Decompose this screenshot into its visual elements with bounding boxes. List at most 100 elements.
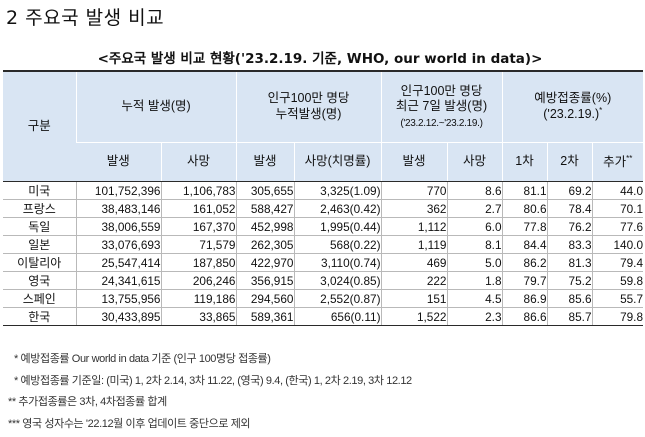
cell-country: 영국: [3, 271, 76, 290]
cell-recent-cases: 1,522: [380, 307, 447, 326]
cell-dose1: 84.4: [501, 235, 548, 254]
cell-cumulative-deaths: 1,106,783: [160, 181, 236, 200]
header-vaccination-mark: *: [599, 106, 603, 116]
cell-recent-deaths: 5.0: [446, 253, 503, 272]
subheader-dose1: 1차: [501, 142, 548, 182]
cell-per-million-cases: 589,361: [235, 307, 294, 326]
header-vaccination-rate: 예방접종률(%) ('23.2.19.)*: [501, 70, 644, 143]
subheader-booster-mark: **: [626, 153, 633, 163]
cell-recent-cases: 362: [380, 199, 447, 218]
subheader-dose2: 2차: [546, 142, 593, 182]
cell-per-million-deaths: 3,110(0.74): [293, 253, 381, 272]
cell-recent-cases: 770: [380, 181, 447, 200]
cell-per-million-cases: 422,970: [235, 253, 294, 272]
cell-booster: 44.0: [591, 181, 644, 200]
header-vaccination-date: ('23.2.19.): [543, 107, 600, 122]
cell-recent-deaths: 2.7: [446, 199, 503, 218]
subheader-recent-deaths: 사망: [446, 142, 503, 182]
cell-per-million-cases: 452,998: [235, 217, 294, 236]
footnote-4: *** 영국 성자수는 '22.12월 이후 업데이트 중단으로 제외: [8, 417, 251, 430]
cell-recent-cases: 1,112: [380, 217, 447, 236]
cell-dose1: 86.9: [501, 289, 548, 308]
cell-per-million-deaths: 2,463(0.42): [293, 199, 381, 218]
cell-dose1: 80.6: [501, 199, 548, 218]
cell-dose1: 81.1: [501, 181, 548, 200]
cell-booster: 140.0: [591, 235, 644, 254]
cell-booster: 79.4: [591, 253, 644, 272]
cell-recent-cases: 1,119: [380, 235, 447, 254]
cell-dose2: 69.2: [546, 181, 593, 200]
cell-per-million-deaths: 656(0.11): [293, 307, 381, 326]
footnotes: * 예방접종률 Our world in data 기준 (인구 100명당 접…: [8, 350, 412, 436]
cell-cumulative-cases: 38,006,559: [75, 217, 161, 236]
cell-cumulative-cases: 101,752,396: [75, 181, 161, 200]
cell-per-million-deaths: 1,995(0.44): [293, 217, 381, 236]
subheader-booster: 추가**: [591, 142, 644, 182]
cell-recent-deaths: 8.6: [446, 181, 503, 200]
cell-recent-cases: 151: [380, 289, 447, 308]
cell-per-million-deaths: 568(0.22): [293, 235, 381, 254]
table-row: 프랑스 38,483,146 161,052 588,427 2,463(0.42) 36…: [3, 199, 644, 218]
table-row: 스페인 13,755,956 119,186 294,560 2,552(0.87) 15…: [3, 289, 644, 308]
cell-recent-deaths: 6.0: [446, 217, 503, 236]
cell-dose2: 85.7: [546, 307, 593, 326]
header-per-million-cumulative: 인구100만 명당 누적발생(명): [235, 70, 381, 143]
cell-booster: 55.7: [591, 289, 644, 308]
cell-recent-deaths: 2.3: [446, 307, 503, 326]
cell-country: 한국: [3, 307, 76, 326]
cell-dose1: 79.7: [501, 271, 548, 290]
cell-dose1: 77.8: [501, 217, 548, 236]
subheader-cum-cases: 발생: [76, 142, 161, 182]
cell-cumulative-cases: 24,341,615: [75, 271, 161, 290]
cell-dose2: 81.3: [546, 253, 593, 272]
subheader-booster-label: 추가: [603, 154, 627, 169]
cell-per-million-cases: 305,655: [235, 181, 294, 200]
footnote-1: * 예방접종률 Our world in data 기준 (인구 100명당 접…: [14, 353, 271, 365]
header-cumulative: 누적 발생(명): [75, 70, 236, 143]
header-row-top: 구분 누적 발생(명) 인구100만 명당 누적발생(명) 인구100만 명당 …: [3, 70, 644, 182]
header-per-million-line1: 인구100만 명당: [267, 91, 350, 106]
table-row: 한국 30,433,895 33,865 589,361 656(0.11) 1,522 2…: [3, 307, 644, 326]
cell-cumulative-cases: 30,433,895: [75, 307, 161, 326]
cell-booster: 77.6: [591, 217, 644, 236]
cell-cumulative-deaths: 206,246: [160, 271, 236, 290]
cell-recent-cases: 469: [380, 253, 447, 272]
table-caption: <주요국 발생 비교 현황('23.2.19. 기준, WHO, our wor…: [97, 51, 543, 67]
cell-dose2: 75.2: [546, 271, 593, 290]
table-row: 이탈리아 25,547,414 187,850 422,970 3,110(0.74) 4…: [3, 253, 644, 272]
cell-dose1: 86.2: [501, 253, 548, 272]
cell-recent-cases: 222: [380, 271, 447, 290]
cell-country: 미국: [3, 181, 76, 200]
cell-cumulative-deaths: 167,370: [160, 217, 236, 236]
cell-per-million-deaths: 2,552(0.87): [293, 289, 381, 308]
cell-cumulative-deaths: 33,865: [160, 307, 236, 326]
cell-per-million-cases: 588,427: [235, 199, 294, 218]
cell-per-million-deaths: 3,325(1.09): [293, 181, 381, 200]
footnote-2: * 예방접종률 기준일: (미국) 1, 2차 2.14, 3차 11.22, …: [14, 374, 412, 387]
cell-cumulative-deaths: 71,579: [160, 235, 236, 254]
cell-dose2: 76.2: [546, 217, 593, 236]
cell-cumulative-cases: 38,483,146: [75, 199, 161, 218]
cell-recent-deaths: 8.1: [446, 235, 503, 254]
cell-cumulative-deaths: 119,186: [160, 289, 236, 308]
table-row: 미국 101,752,396 1,106,783 305,655 3,325(1.09)…: [3, 181, 644, 200]
cell-country: 일본: [3, 235, 76, 254]
cell-per-million-cases: 294,560: [235, 289, 294, 308]
cell-country: 프랑스: [3, 199, 76, 218]
header-vaccination-line1: 예방접종률(%): [534, 90, 612, 105]
cell-cumulative-cases: 25,547,414: [75, 253, 161, 272]
header-per-million-line2: 누적발생(명): [275, 107, 342, 121]
cell-cumulative-cases: 33,076,693: [75, 235, 161, 254]
cell-cumulative-deaths: 161,052: [160, 199, 236, 218]
cell-per-million-cases: 262,305: [235, 235, 294, 254]
section-heading: 2 주요국 발생 비교: [6, 7, 165, 29]
cell-cumulative-deaths: 187,850: [160, 253, 236, 272]
cell-country: 스페인: [3, 289, 76, 308]
cell-recent-deaths: 1.8: [446, 271, 503, 290]
cell-booster: 79.8: [591, 307, 644, 326]
header-gubun: 구분: [3, 70, 76, 182]
subheader-recent-cases: 발생: [380, 142, 447, 182]
header-recent-line1: 인구100만 명당: [400, 83, 483, 98]
cell-dose2: 83.3: [546, 235, 593, 254]
header-row-sub: 발생 사망 발생 사망(치명률) 발생 사망 1차 2차 추가**: [3, 142, 644, 182]
